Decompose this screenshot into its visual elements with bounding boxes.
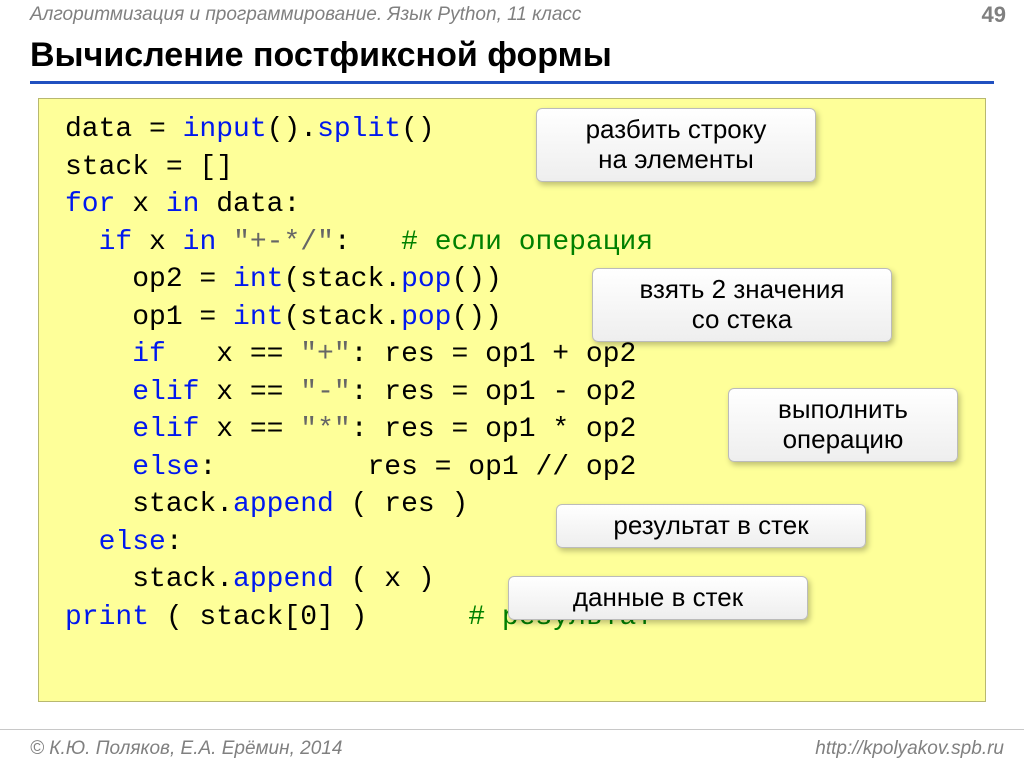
callout-push-result: результат в стек [556, 504, 866, 548]
footer-copyright: © К.Ю. Поляков, Е.А. Ерёмин, 2014 [30, 738, 342, 760]
footer-url: http://kpolyakov.spb.ru [815, 738, 1004, 760]
title-rule [30, 81, 994, 84]
page-title: Вычисление постфиксной формы [0, 30, 1024, 75]
breadcrumb: Алгоритмизация и программирование. Язык … [30, 4, 581, 26]
footer: © К.Ю. Поляков, Е.А. Ерёмин, 2014 http:/… [0, 729, 1024, 767]
page-number: 49 [982, 2, 1006, 28]
callout-push-data: данные в стек [508, 576, 808, 620]
callout-pop: взять 2 значениясо стека [592, 268, 892, 342]
callout-operate: выполнитьоперацию [728, 388, 958, 462]
header: Алгоритмизация и программирование. Язык … [0, 0, 1024, 30]
callout-split: разбить строкуна элементы [536, 108, 816, 182]
